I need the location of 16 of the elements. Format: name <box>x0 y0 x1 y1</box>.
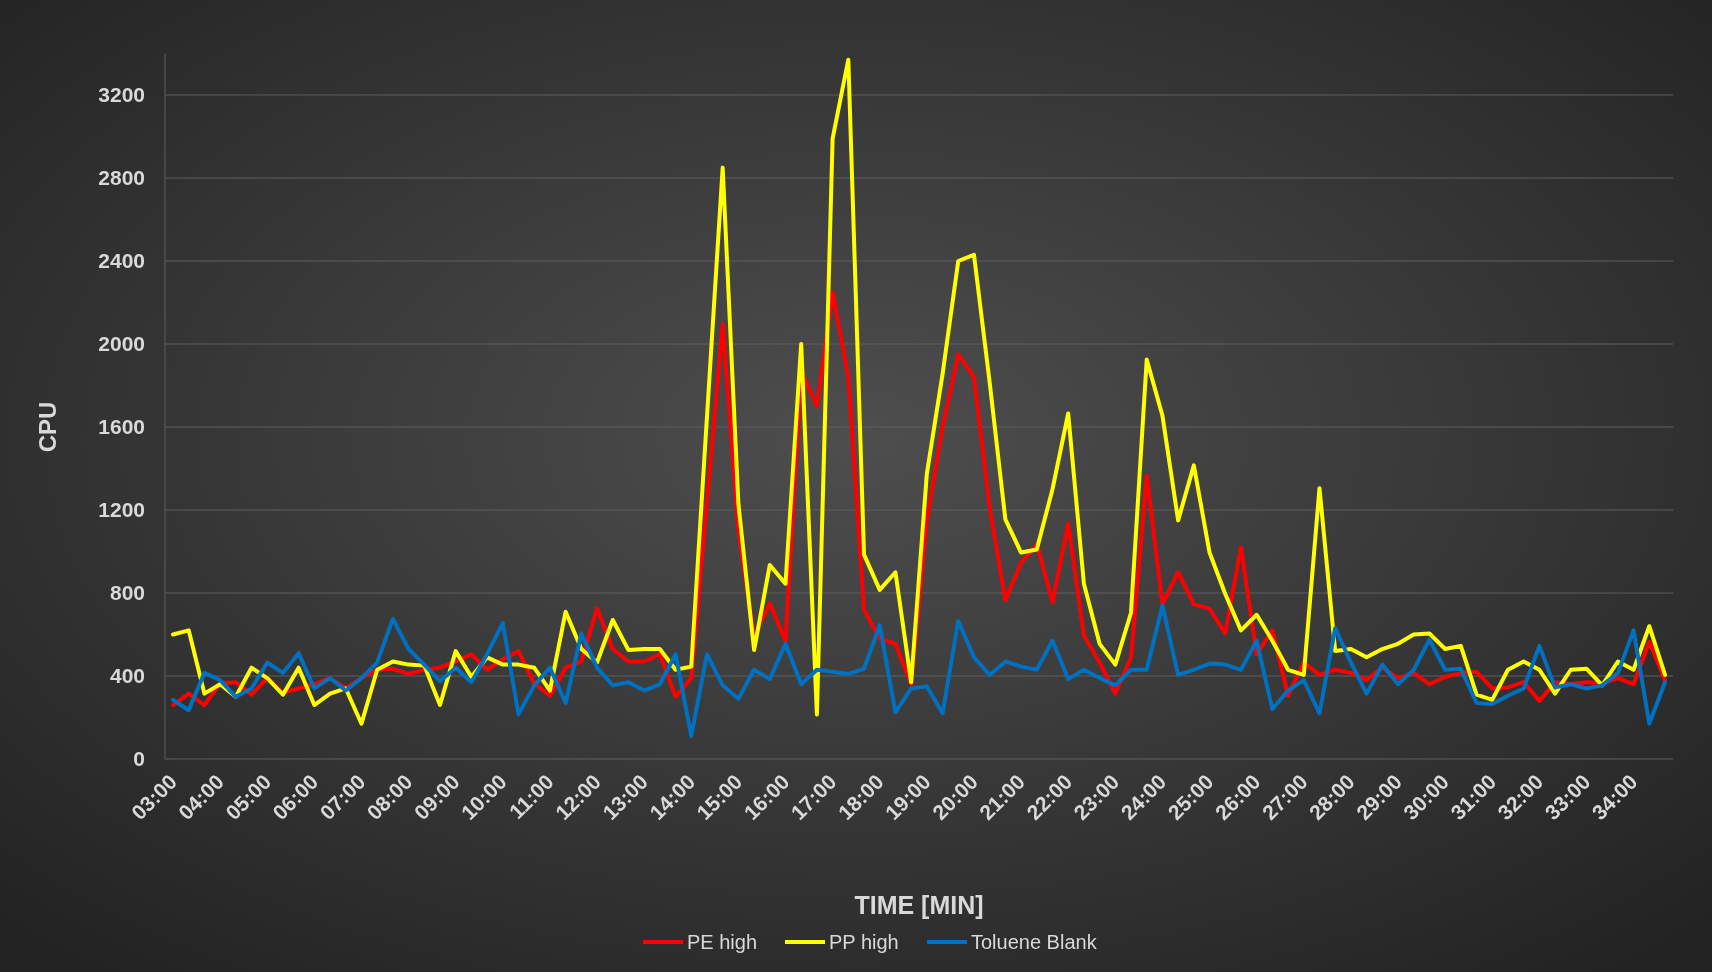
legend-label: PE high <box>687 931 758 953</box>
y-tick-label: 400 <box>109 664 145 688</box>
legend-label: Toluene Blank <box>971 931 1098 953</box>
y-axis-title: CPU <box>34 401 62 453</box>
y-tick-label: 2000 <box>98 332 145 356</box>
line-series <box>171 57 1667 726</box>
line-series <box>171 603 1667 739</box>
y-tick-label: 1600 <box>98 415 145 439</box>
y-tick-label: 2800 <box>98 166 145 190</box>
legend-label: PP high <box>829 931 899 953</box>
y-tick-label: 800 <box>109 581 145 605</box>
x-axis-title: TIME [MIN] <box>854 890 984 919</box>
y-tick-label: 1200 <box>98 498 145 522</box>
y-tick-label: 0 <box>133 747 145 771</box>
y-tick-label: 3200 <box>98 83 145 107</box>
y-tick-label: 2400 <box>98 249 145 273</box>
